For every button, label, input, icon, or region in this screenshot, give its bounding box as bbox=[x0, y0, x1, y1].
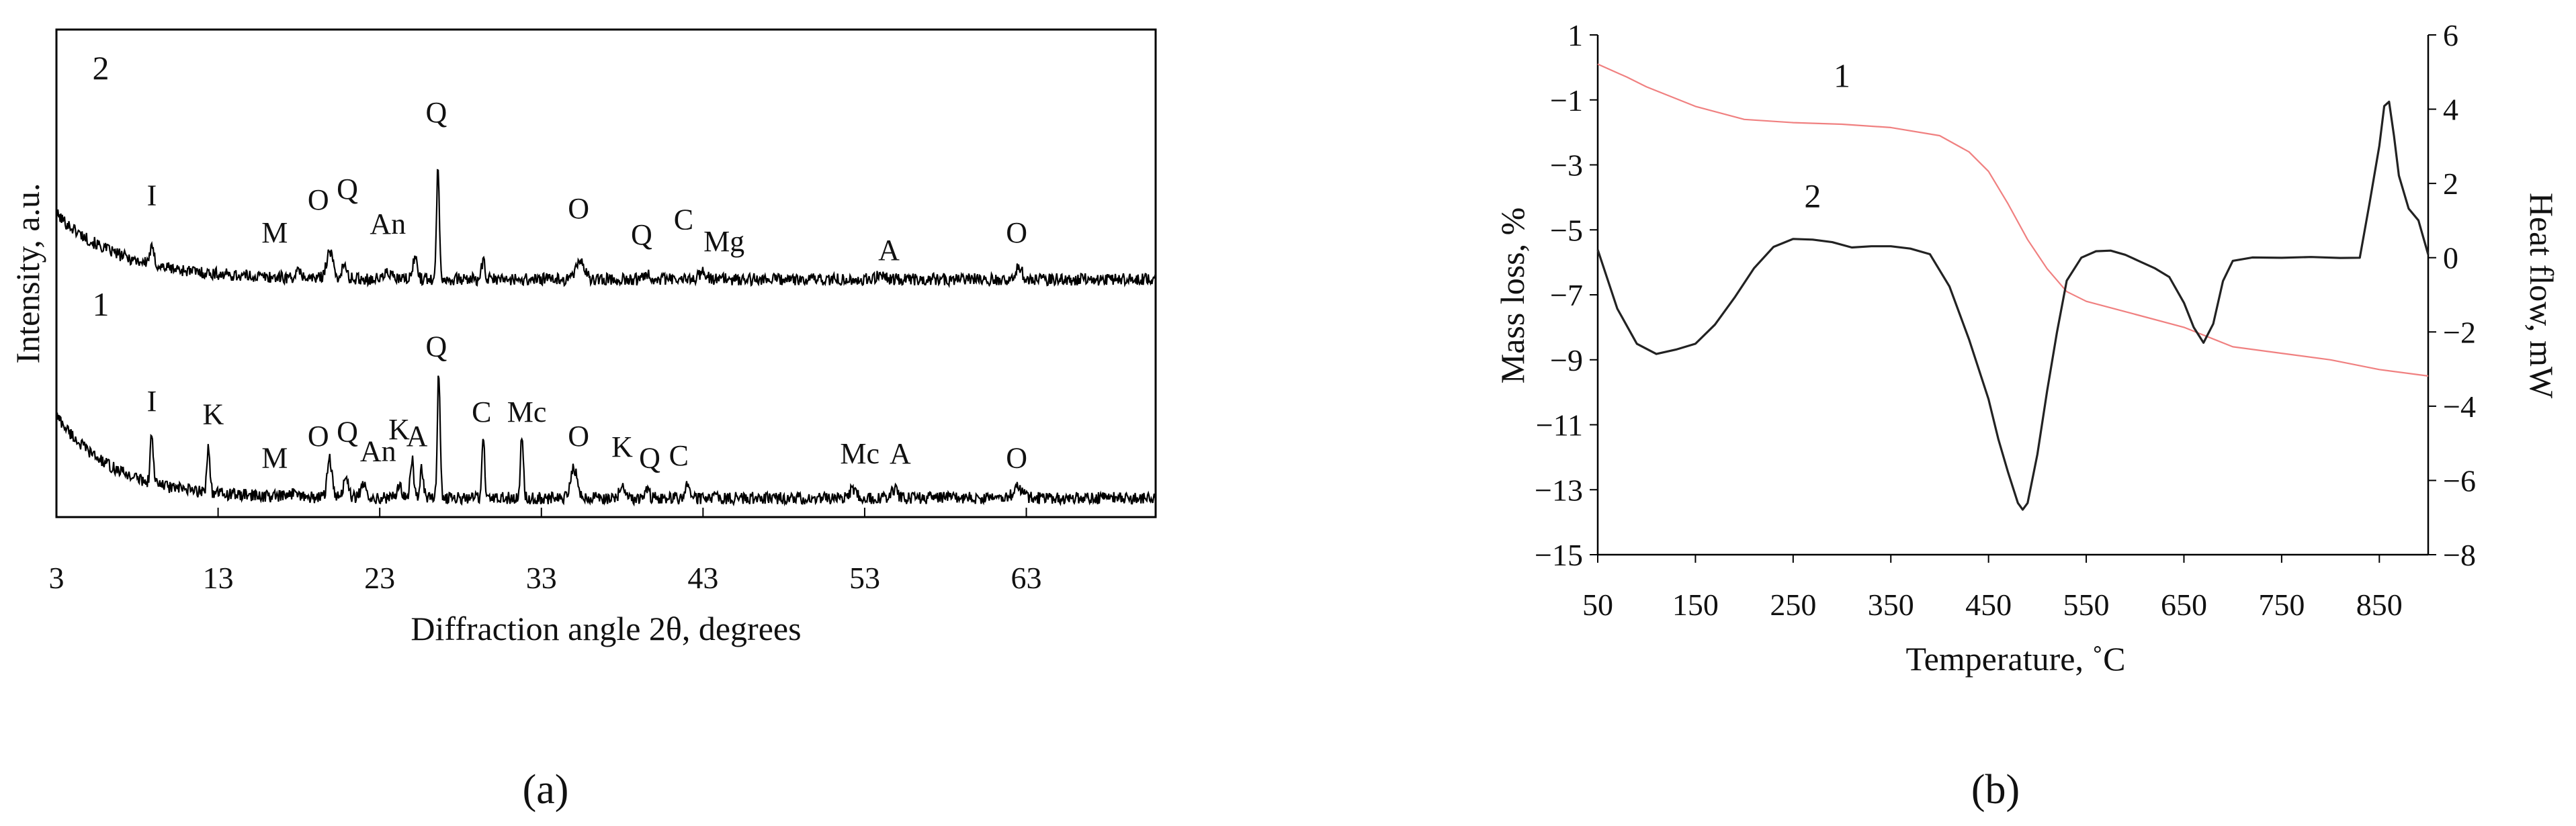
y2-tick-label: 0 bbox=[2443, 241, 2458, 275]
xrd-curve-1 bbox=[55, 375, 1156, 507]
x-tick-label: 50 bbox=[1582, 588, 1613, 622]
peak-label: K bbox=[388, 413, 410, 446]
y2-tick-label: 2 bbox=[2443, 167, 2458, 201]
x-tick-label: 650 bbox=[2161, 588, 2207, 622]
peak-label: C bbox=[472, 396, 491, 428]
peak-label: Mc bbox=[507, 396, 547, 428]
peak-label: Q bbox=[631, 218, 652, 251]
panel-b-x-ticks: 50 150 250 350 450 550 650 750 850 bbox=[1582, 555, 2403, 622]
curve-label: 1 bbox=[1834, 56, 1850, 94]
peak-label: C bbox=[674, 203, 693, 236]
peak-label: Q bbox=[425, 96, 447, 129]
xrd-curve-2 bbox=[56, 169, 1157, 289]
peak-label: Q bbox=[425, 330, 447, 363]
peak-label: O bbox=[1006, 441, 1027, 474]
x-tick-label: 3 bbox=[49, 561, 65, 595]
panel-b-curve-labels: 12 bbox=[1804, 56, 1850, 214]
panel-a-label: (a) bbox=[523, 767, 569, 813]
peak-label: Mg bbox=[703, 225, 744, 258]
x-tick-label: 850 bbox=[2356, 588, 2403, 622]
panel-a-x-axis-label: Diffraction angle 2θ, degrees bbox=[411, 610, 801, 647]
y2-tick-label: −2 bbox=[2443, 315, 2476, 349]
y-tick-label: −5 bbox=[1550, 213, 1583, 247]
y-tick-label: −15 bbox=[1535, 538, 1583, 572]
y2-tick-label: −4 bbox=[2443, 389, 2476, 424]
panel-b-label: (b) bbox=[1971, 767, 2020, 813]
x-tick-label: 350 bbox=[1868, 588, 1914, 622]
curve-label: 2 bbox=[1804, 177, 1821, 214]
y2-tick-label: 6 bbox=[2443, 18, 2458, 52]
panel-b-curves bbox=[1596, 63, 2430, 511]
y2-tick-label: 4 bbox=[2443, 93, 2458, 127]
y-tick-label: −1 bbox=[1550, 83, 1583, 118]
panel-b: 12 50 150 250 350 450 550 650 750 850 1−1−3−5−7−… bbox=[1494, 18, 2561, 813]
peak-label: K bbox=[611, 430, 633, 463]
peak-label: M bbox=[261, 441, 288, 474]
panel-b-x-axis-label: Temperature, ˚C bbox=[1906, 640, 2126, 678]
y-tick-label: −9 bbox=[1550, 343, 1583, 377]
y-tick-label: 1 bbox=[1568, 18, 1583, 52]
panel-a-series-names: 21 bbox=[93, 49, 110, 323]
peak-label: M bbox=[261, 216, 288, 249]
panel-a-curves bbox=[55, 169, 1157, 507]
x-tick-label: 13 bbox=[203, 561, 234, 595]
x-tick-label: 33 bbox=[526, 561, 557, 595]
peak-label: O bbox=[308, 420, 329, 453]
peak-label: I bbox=[147, 179, 157, 212]
xrd-series-name-2: 2 bbox=[93, 49, 110, 87]
panel-a-x-ticks: 3 13 23 33 43 53 63 bbox=[49, 508, 1042, 595]
x-tick-label: 250 bbox=[1770, 588, 1816, 622]
x-tick-label: 450 bbox=[1965, 588, 2012, 622]
peak-label: O bbox=[568, 192, 589, 225]
y-tick-label: −13 bbox=[1535, 473, 1583, 507]
x-tick-label: 550 bbox=[2063, 588, 2110, 622]
peak-label: Mc bbox=[840, 437, 879, 470]
peak-label: C bbox=[669, 439, 689, 472]
x-tick-label: 63 bbox=[1011, 561, 1042, 595]
y-tick-label: −7 bbox=[1550, 278, 1583, 312]
xrd-series-name-1: 1 bbox=[93, 285, 110, 323]
x-tick-label: 750 bbox=[2258, 588, 2305, 622]
panel-b-right-y-ticks: 6 4 2 0 −2 −4 −6 −8 bbox=[2428, 18, 2476, 572]
panel-b-left-y-ticks: 1 −1 −3 −5 −7 −9 −11 −13 −15 bbox=[1535, 18, 1598, 572]
peak-label: A bbox=[878, 234, 900, 267]
peak-label: A bbox=[890, 437, 911, 470]
peak-label: O bbox=[568, 420, 589, 453]
panel-a-y-axis-label: Intensity, a.u. bbox=[9, 183, 46, 364]
peak-label: Q bbox=[337, 415, 358, 448]
panel-b-y-axis-label: Mass loss, % bbox=[1494, 208, 1531, 384]
peak-label: A bbox=[406, 420, 428, 453]
panel-b-y2-axis-label: Heat flow, mW bbox=[2523, 193, 2561, 399]
y-tick-label: −3 bbox=[1550, 148, 1583, 183]
x-tick-label: 150 bbox=[1672, 588, 1719, 622]
x-tick-label: 23 bbox=[364, 561, 395, 595]
x-tick-label: 43 bbox=[687, 561, 718, 595]
peak-label: Q bbox=[639, 441, 660, 474]
y2-tick-label: −6 bbox=[2443, 463, 2476, 498]
peak-label: O bbox=[1006, 216, 1027, 249]
peak-label: An bbox=[370, 208, 406, 240]
peak-label: An bbox=[360, 435, 396, 468]
y2-tick-label: −8 bbox=[2443, 538, 2476, 572]
peak-label: K bbox=[202, 398, 224, 430]
x-tick-label: 53 bbox=[849, 561, 880, 595]
y-tick-label: −11 bbox=[1536, 408, 1583, 443]
mass-loss-curve bbox=[1597, 63, 2429, 377]
peak-label: Q bbox=[337, 173, 358, 205]
peak-label: I bbox=[147, 385, 157, 418]
peak-label: O bbox=[308, 183, 329, 216]
heat-flow-curve bbox=[1596, 100, 2430, 511]
